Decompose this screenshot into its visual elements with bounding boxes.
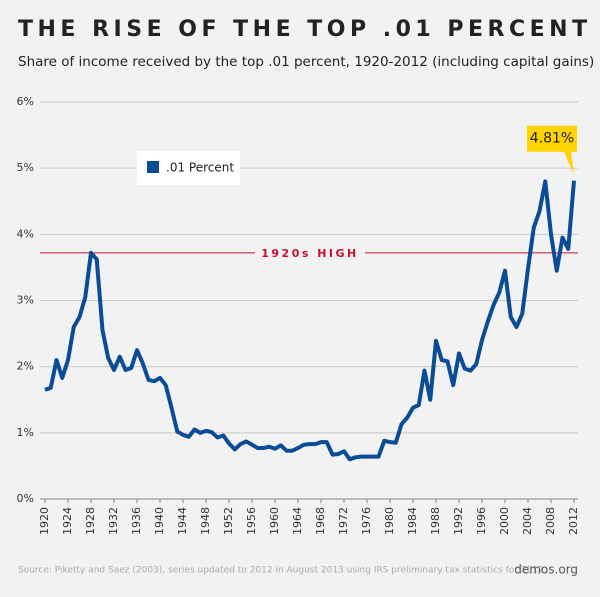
callout: 4.81% <box>527 125 577 175</box>
x-tick-label: 1944 <box>176 507 189 535</box>
x-tick-label: 2012 <box>567 507 580 535</box>
x-tick-label: 1940 <box>153 507 166 535</box>
callout-box <box>527 125 577 175</box>
data-label: 4.81% <box>530 131 574 147</box>
series-line <box>44 179 576 462</box>
x-tick-label: 1972 <box>337 507 350 535</box>
x-tick-label: 1936 <box>130 507 143 535</box>
x-tick-label: 1968 <box>314 507 327 535</box>
y-tick-label: 4% <box>17 227 34 240</box>
brand: demos.org <box>514 563 578 577</box>
y-tick-label: 5% <box>17 161 34 174</box>
x-tick-label: 2008 <box>544 507 557 535</box>
legend-label: .01 Percent <box>166 161 234 175</box>
x-tick-label: 1988 <box>429 507 442 535</box>
y-tick-label: 3% <box>17 294 34 307</box>
x-tick-label: 1956 <box>245 507 258 535</box>
reference-label: 1920s HIGH <box>261 247 359 260</box>
legend-swatch <box>147 161 159 173</box>
y-tick-label: 0% <box>17 492 34 505</box>
x-tick-label: 1964 <box>291 507 304 535</box>
x-tick-label: 1960 <box>268 507 281 535</box>
x-tick-label: 1924 <box>61 507 74 535</box>
reference-label-bg <box>255 243 365 262</box>
x-tick-label: 1928 <box>84 507 97 535</box>
x-tick-label: 1952 <box>222 507 235 535</box>
x-tick-label: 1976 <box>360 507 373 535</box>
x-tick-label: 2004 <box>521 507 534 535</box>
x-tick-label: 1980 <box>383 507 396 535</box>
x-tick-label: 1984 <box>406 507 419 535</box>
x-tick-label: 1920 <box>38 507 51 535</box>
x-tick-label: 2000 <box>498 507 511 535</box>
x-tick-label: 1996 <box>475 507 488 535</box>
chart-title: THE RISE OF THE TOP .01 PERCENT <box>18 17 592 42</box>
y-tick-label: 6% <box>17 95 34 108</box>
y-tick-label: 1% <box>17 426 34 439</box>
chart-subtitle: Share of income received by the top .01 … <box>18 54 594 70</box>
y-tick-label: 2% <box>17 360 34 373</box>
x-tick-label: 1932 <box>107 507 120 535</box>
x-tick-label: 1992 <box>452 507 465 535</box>
x-tick-label: 1948 <box>199 507 212 535</box>
source-note: Source: Piketty and Saez (2003), series … <box>18 566 547 576</box>
